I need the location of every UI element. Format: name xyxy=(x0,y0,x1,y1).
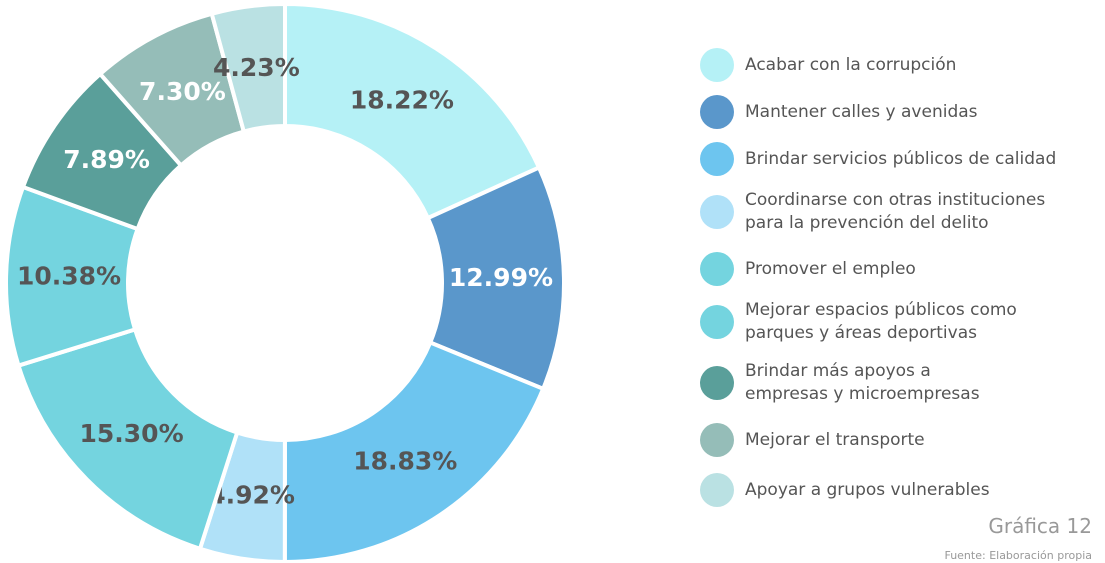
value-label: 12.99% xyxy=(449,263,553,292)
slice xyxy=(209,1,287,134)
slice xyxy=(282,339,546,563)
value-label: 18.22% xyxy=(350,85,454,114)
legend-swatch xyxy=(700,95,734,129)
legend-item: Mantener calles y avenidas xyxy=(700,95,978,129)
chart: 18.22% 12.99% 18.83% 4.92% 15.30% 10.38% 7.89%… xyxy=(6,1,564,563)
legend-label: Brindar servicios públicos de calidad xyxy=(745,148,1057,169)
legend-label: Brindar más apoyos a empresas y microemp… xyxy=(745,361,980,404)
slice xyxy=(283,1,542,221)
legend-item: Brindar más apoyos a empresas y microemp… xyxy=(700,360,980,406)
value-label: 15.30% xyxy=(80,419,184,448)
value-label: 4.23% xyxy=(213,53,300,82)
legend-item: Mejorar espacios públicos como parques y… xyxy=(700,299,1017,345)
legend-label: Apoyar a grupos vulnerables xyxy=(745,479,990,500)
legend-item: Apoyar a grupos vulnerables xyxy=(700,473,990,507)
legend-swatch xyxy=(700,473,734,507)
legend-swatch xyxy=(700,195,734,229)
legend-label: Acabar con la corrupción xyxy=(745,54,957,75)
legend-label: Mejorar el transporte xyxy=(745,429,925,450)
legend-label: Promover el empleo xyxy=(745,258,916,279)
value-label: 10.38% xyxy=(17,262,121,291)
legend-swatch xyxy=(700,305,734,339)
legend-label: Coordinarse con otras instituciones para… xyxy=(745,190,1046,233)
slice xyxy=(15,326,240,552)
legend-item: Promover el empleo xyxy=(700,252,916,286)
legend-swatch xyxy=(700,142,734,176)
value-label: 18.83% xyxy=(353,446,457,475)
legend-item: Coordinarse con otras instituciones para… xyxy=(700,189,1045,235)
legend-swatch xyxy=(700,252,734,286)
legend-item: Brindar servicios públicos de calidad xyxy=(700,142,1056,176)
legend-item: Mejorar el transporte xyxy=(700,423,925,457)
value-label: 4.92% xyxy=(208,480,295,509)
source: Fuente: Elaboración propia xyxy=(944,549,1092,562)
legend-item: Acabar con la corrupción xyxy=(700,48,956,82)
legend-label: Mejorar espacios públicos como parques y… xyxy=(745,300,1017,343)
legend-swatch xyxy=(700,48,734,82)
caption: Gráfica 12 xyxy=(988,514,1092,538)
value-label: 7.89% xyxy=(63,145,150,174)
legend-swatch xyxy=(700,423,734,457)
legend-swatch xyxy=(700,366,734,400)
value-label: 7.30% xyxy=(139,77,226,106)
legend-label: Mantener calles y avenidas xyxy=(745,101,978,122)
